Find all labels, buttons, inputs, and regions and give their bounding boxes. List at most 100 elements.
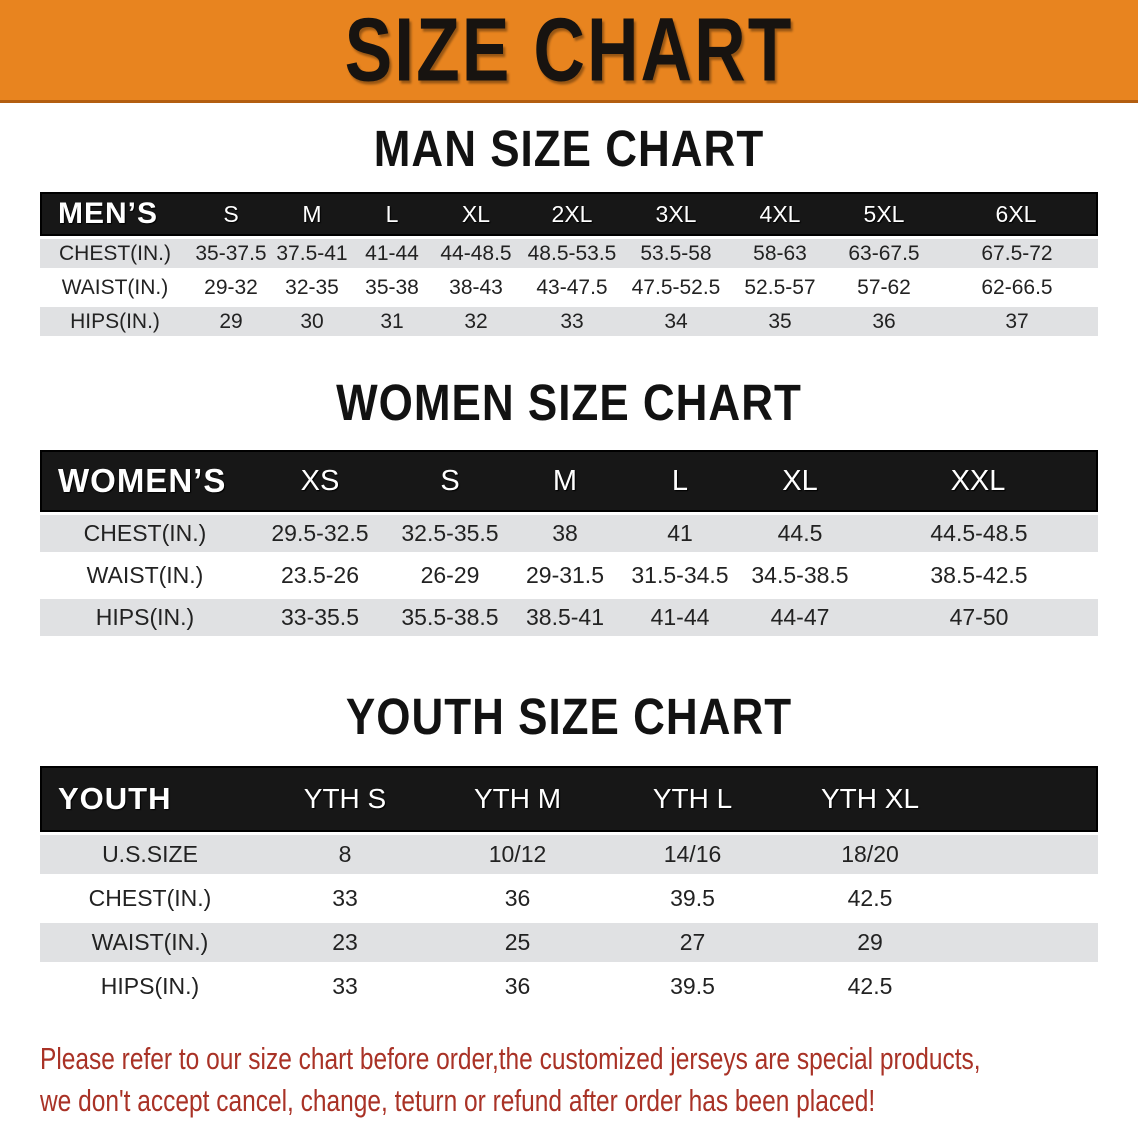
men-size-chart-section: MAN SIZE CHART MEN’S S M L XL 2XL 3XL 4XL 5XL 6XL…: [0, 121, 1138, 338]
value-cell: 30: [272, 304, 352, 338]
value-cell: 44.5-48.5: [860, 512, 1098, 554]
table-row: CHEST(IN.) 33 36 39.5 42.5: [40, 876, 1098, 920]
value-cell: 26-29: [390, 554, 510, 596]
youth-size-chart-heading: YOUTH SIZE CHART: [345, 689, 793, 746]
size-chart-banner: SIZE CHART: [0, 0, 1138, 103]
value-cell: 29-32: [190, 270, 272, 304]
table-row: WAIST(IN.) 23 25 27 29: [40, 920, 1098, 964]
value-cell: [960, 876, 1098, 920]
value-cell: 32.5-35.5: [390, 512, 510, 554]
value-cell: 41-44: [352, 236, 432, 270]
size-header-cell: L: [620, 450, 740, 512]
table-header-row: WOMEN’S XS S M L XL XXL: [40, 450, 1098, 512]
value-cell: 33-35.5: [250, 596, 390, 638]
table-row: WAIST(IN.) 29-32 32-35 35-38 38-43 43-47.5 47.…: [40, 270, 1098, 304]
men-size-chart-heading: MAN SIZE CHART: [373, 121, 765, 178]
table-title-cell: MEN’S: [40, 192, 190, 236]
value-cell: 57-62: [832, 270, 936, 304]
youth-size-chart-section: YOUTH SIZE CHART YOUTH YTH S YTH M YTH L YTH…: [0, 689, 1138, 1008]
value-cell: 35: [728, 304, 832, 338]
value-cell: 29-31.5: [510, 554, 620, 596]
disclaimer: Please refer to our size chart before or…: [40, 1038, 1138, 1122]
women-size-table: WOMEN’S XS S M L XL XXL CHEST(IN.) 29.5-32.5 32.5…: [40, 450, 1098, 638]
value-cell: 25: [430, 920, 605, 964]
size-header-cell: [960, 766, 1098, 832]
table-row: U.S.SIZE 8 10/12 14/16 18/20: [40, 832, 1098, 876]
disclaimer-line-1: Please refer to our size chart before or…: [40, 1041, 981, 1076]
value-cell: 35-38: [352, 270, 432, 304]
value-cell: 36: [430, 964, 605, 1008]
size-header-cell: S: [190, 192, 272, 236]
value-cell: 62-66.5: [936, 270, 1098, 304]
row-label-cell: U.S.SIZE: [40, 832, 260, 876]
value-cell: 53.5-58: [624, 236, 728, 270]
size-charts: MAN SIZE CHART MEN’S S M L XL 2XL 3XL 4XL 5XL 6XL…: [0, 121, 1138, 1008]
value-cell: 48.5-53.5: [520, 236, 624, 270]
value-cell: 41-44: [620, 596, 740, 638]
row-label-cell: HIPS(IN.): [40, 964, 260, 1008]
table-row: CHEST(IN.) 29.5-32.5 32.5-35.5 38 41 44.5 44.5…: [40, 512, 1098, 554]
value-cell: 37: [936, 304, 1098, 338]
size-header-cell: XXL: [860, 450, 1098, 512]
value-cell: 43-47.5: [520, 270, 624, 304]
value-cell: 47-50: [860, 596, 1098, 638]
size-header-cell: YTH L: [605, 766, 780, 832]
row-label-cell: HIPS(IN.): [40, 596, 250, 638]
table-title-cell: YOUTH: [40, 766, 260, 832]
size-header-cell: XL: [432, 192, 520, 236]
value-cell: 38.5-41: [510, 596, 620, 638]
men-size-table: MEN’S S M L XL 2XL 3XL 4XL 5XL 6XL CHEST(IN.) 35-37…: [40, 192, 1098, 338]
table-header-row: MEN’S S M L XL 2XL 3XL 4XL 5XL 6XL: [40, 192, 1098, 236]
row-label-cell: CHEST(IN.): [40, 876, 260, 920]
size-header-cell: 3XL: [624, 192, 728, 236]
value-cell: [960, 920, 1098, 964]
size-header-cell: S: [390, 450, 510, 512]
table-row: WAIST(IN.) 23.5-26 26-29 29-31.5 31.5-34.5 34…: [40, 554, 1098, 596]
value-cell: 52.5-57: [728, 270, 832, 304]
table-header-row: YOUTH YTH S YTH M YTH L YTH XL: [40, 766, 1098, 832]
value-cell: 36: [430, 876, 605, 920]
size-header-cell: 5XL: [832, 192, 936, 236]
value-cell: 44.5: [740, 512, 860, 554]
value-cell: 29.5-32.5: [250, 512, 390, 554]
value-cell: 39.5: [605, 964, 780, 1008]
row-label-cell: WAIST(IN.): [40, 554, 250, 596]
youth-size-table: YOUTH YTH S YTH M YTH L YTH XL U.S.SIZE 8 10/12…: [40, 766, 1098, 1008]
value-cell: 35.5-38.5: [390, 596, 510, 638]
value-cell: 14/16: [605, 832, 780, 876]
value-cell: 23.5-26: [250, 554, 390, 596]
row-label-cell: CHEST(IN.): [40, 512, 250, 554]
value-cell: 36: [832, 304, 936, 338]
value-cell: 34.5-38.5: [740, 554, 860, 596]
value-cell: 31: [352, 304, 432, 338]
table-title-cell: WOMEN’S: [40, 450, 250, 512]
table-row: HIPS(IN.) 33 36 39.5 42.5: [40, 964, 1098, 1008]
size-header-cell: XL: [740, 450, 860, 512]
row-label-cell: WAIST(IN.): [40, 920, 260, 964]
value-cell: 33: [520, 304, 624, 338]
size-header-cell: 4XL: [728, 192, 832, 236]
table-row: HIPS(IN.) 33-35.5 35.5-38.5 38.5-41 41-44 44-…: [40, 596, 1098, 638]
value-cell: [960, 964, 1098, 1008]
value-cell: 39.5: [605, 876, 780, 920]
value-cell: [960, 832, 1098, 876]
value-cell: 42.5: [780, 964, 960, 1008]
size-header-cell: 2XL: [520, 192, 624, 236]
value-cell: 44-47: [740, 596, 860, 638]
value-cell: 58-63: [728, 236, 832, 270]
disclaimer-line-2: we don't accept cancel, change, teturn o…: [40, 1083, 876, 1118]
value-cell: 33: [260, 964, 430, 1008]
value-cell: 27: [605, 920, 780, 964]
value-cell: 63-67.5: [832, 236, 936, 270]
value-cell: 42.5: [780, 876, 960, 920]
value-cell: 8: [260, 832, 430, 876]
value-cell: 38: [510, 512, 620, 554]
row-label-cell: CHEST(IN.): [40, 236, 190, 270]
value-cell: 35-37.5: [190, 236, 272, 270]
size-header-cell: XS: [250, 450, 390, 512]
value-cell: 31.5-34.5: [620, 554, 740, 596]
value-cell: 34: [624, 304, 728, 338]
value-cell: 32: [432, 304, 520, 338]
value-cell: 23: [260, 920, 430, 964]
value-cell: 29: [190, 304, 272, 338]
